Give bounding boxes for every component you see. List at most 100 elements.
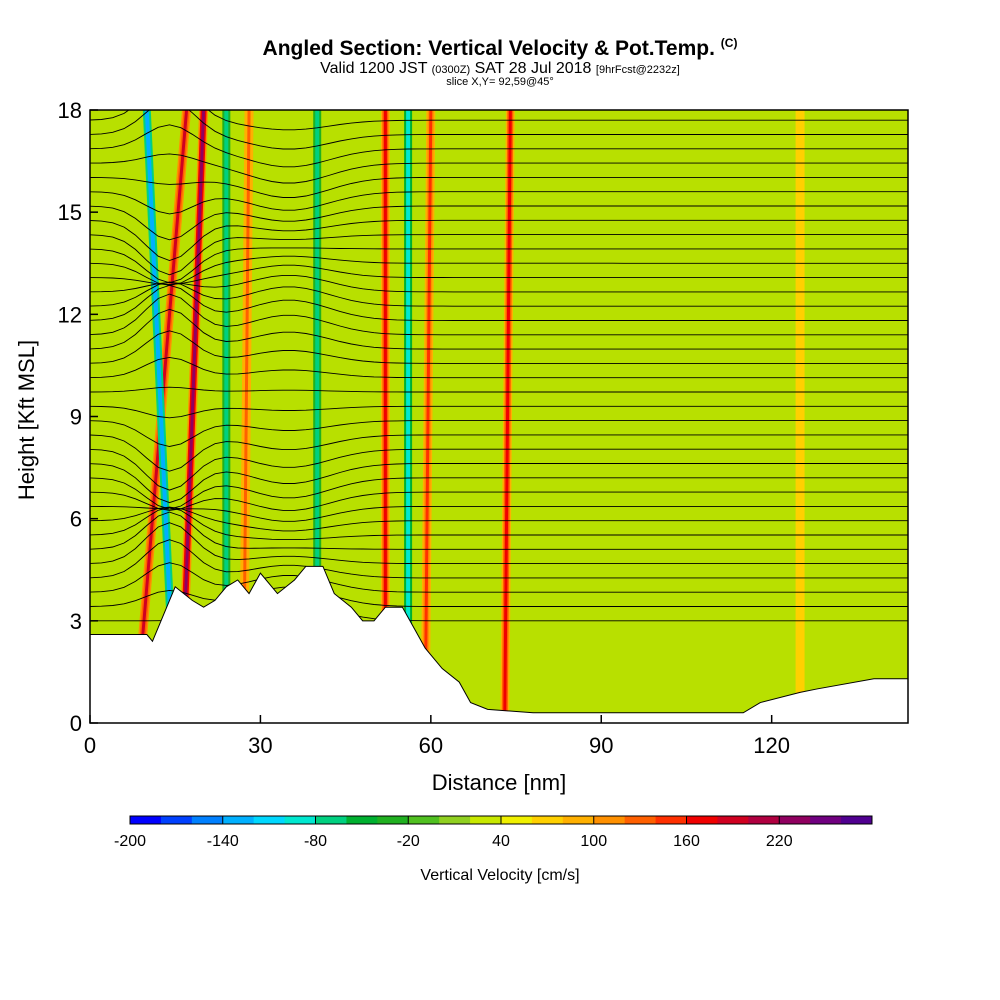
plot-area bbox=[90, 50, 908, 723]
isentrope-line bbox=[90, 247, 908, 284]
y-axis-title: Height [Kft MSL] bbox=[14, 340, 39, 500]
colorbar-swatch bbox=[717, 816, 749, 824]
velocity-band-up-2-2 bbox=[241, 110, 251, 723]
isentrope-line bbox=[90, 386, 908, 393]
colorbar-title: Vertical Velocity [cm/s] bbox=[420, 867, 579, 884]
isentrope-line bbox=[90, 539, 908, 579]
isentrope-line bbox=[90, 522, 908, 565]
colorbar-tick-label: 160 bbox=[673, 833, 700, 850]
y-tick-label: 3 bbox=[70, 609, 82, 634]
axes: 0 30 60 90 120 0 3 6 9 12 15 18 bbox=[58, 98, 791, 758]
isentrope-line bbox=[90, 507, 908, 541]
colorbar-tick-label: 40 bbox=[492, 833, 510, 850]
isentrope-line bbox=[90, 219, 908, 261]
x-tick-label: 60 bbox=[419, 733, 443, 758]
y-tick-label: 12 bbox=[58, 302, 82, 327]
isentrope-line bbox=[90, 255, 908, 286]
isentrope-line bbox=[90, 176, 908, 198]
colorbar-swatch bbox=[686, 816, 718, 824]
isentrope-line bbox=[90, 153, 908, 184]
colorbar-swatch bbox=[346, 816, 378, 824]
x-tick-label: 0 bbox=[84, 733, 96, 758]
colorbar-swatch bbox=[253, 816, 286, 824]
colorbar-swatch bbox=[779, 816, 811, 824]
colorbar-swatch bbox=[810, 816, 842, 824]
y-tick-label: 0 bbox=[70, 711, 82, 736]
isentrope-line bbox=[90, 191, 908, 215]
x-tick-label: 120 bbox=[753, 733, 790, 758]
slice-info: slice X,Y= 92,59@45° bbox=[446, 76, 554, 88]
colorbar-tick-label: 100 bbox=[580, 833, 607, 850]
isentrope-line bbox=[90, 562, 908, 593]
colorbar-swatch bbox=[408, 816, 440, 824]
colorbar-tick-label: -20 bbox=[397, 833, 420, 850]
colorbar-swatch bbox=[284, 816, 316, 824]
isentrope-line bbox=[90, 420, 908, 447]
isentrope-line bbox=[90, 124, 908, 168]
colorbar: -200 -140 -80 -20 40 100 160 220 bbox=[114, 815, 873, 850]
colorbar-swatch bbox=[130, 816, 162, 824]
velocity-band-up-6-2 bbox=[798, 110, 802, 723]
valid-date: SAT 28 Jul 2018 bbox=[474, 60, 592, 77]
isentrope-line bbox=[90, 281, 908, 307]
y-tick-label: 6 bbox=[70, 507, 82, 532]
colorbar-swatch bbox=[222, 816, 255, 824]
colorbar-swatch bbox=[160, 816, 193, 824]
isentrope-line bbox=[90, 356, 908, 379]
colorbar-swatch bbox=[439, 816, 471, 824]
x-tick-label: 30 bbox=[248, 733, 272, 758]
isentrope-line bbox=[90, 405, 908, 419]
isentrope-line bbox=[90, 511, 908, 550]
colorbar-swatch bbox=[593, 816, 626, 824]
colorbar-swatch bbox=[191, 816, 224, 824]
theta-contours bbox=[90, 50, 908, 622]
isentrope-line bbox=[90, 330, 908, 364]
colorbar-swatch bbox=[315, 816, 347, 824]
isentrope-line bbox=[90, 477, 908, 510]
isentrope-line bbox=[90, 110, 908, 150]
forecast-info: [9hrFcst@2232z] bbox=[595, 64, 680, 76]
colorbar-tick-label: 220 bbox=[766, 833, 793, 850]
velocity-band-down-8-1 bbox=[224, 110, 229, 723]
colorbar-tick-label: -140 bbox=[207, 833, 239, 850]
colorbar-swatch bbox=[562, 816, 595, 824]
x-tick-label: 90 bbox=[589, 733, 613, 758]
valid-utc: (0300Z) bbox=[431, 64, 471, 76]
colorbar-swatch bbox=[501, 816, 533, 824]
colorbar-swatch bbox=[624, 816, 657, 824]
isentrope-line bbox=[273, 110, 305, 111]
isentrope-line bbox=[90, 234, 908, 276]
colorbar-swatch bbox=[377, 816, 409, 824]
isentrope-line bbox=[90, 491, 908, 511]
valid-time: Valid 1200 JST bbox=[320, 60, 428, 77]
colorbar-swatch bbox=[655, 816, 687, 824]
isentrope-line bbox=[90, 293, 908, 336]
isentrope-line bbox=[90, 463, 908, 504]
isentrope-line bbox=[90, 59, 908, 91]
isentrope-line bbox=[90, 274, 908, 293]
isentrope-line bbox=[90, 110, 908, 131]
chart-title: Angled Section: Vertical Velocity & Pot.… bbox=[0, 36, 1000, 61]
colorbar-swatch bbox=[841, 816, 873, 824]
isentrope-line bbox=[90, 50, 908, 63]
isentrope-line bbox=[90, 505, 908, 522]
chart-title-text: Angled Section: Vertical Velocity & Pot.… bbox=[262, 37, 715, 60]
colorbar-swatch bbox=[748, 816, 780, 824]
chart-subtitle: Valid 1200 JST (0300Z) SAT 28 Jul 2018 [… bbox=[0, 60, 1000, 78]
terrain-mask bbox=[90, 565, 908, 723]
x-axis-title: Distance [nm] bbox=[432, 770, 567, 795]
colorbar-swatch bbox=[470, 816, 502, 824]
colorbar-tick-label: -200 bbox=[114, 833, 146, 850]
isentrope-line bbox=[90, 308, 908, 350]
y-tick-label: 9 bbox=[70, 405, 82, 430]
isentrope-line bbox=[90, 205, 908, 241]
isentrope-line bbox=[90, 264, 908, 285]
isentrope-line bbox=[90, 434, 908, 472]
isentrope-line bbox=[90, 506, 908, 532]
isentrope-line bbox=[90, 57, 908, 77]
y-tick-label: 15 bbox=[58, 200, 82, 225]
velocity-band-up-1-2 bbox=[179, 110, 206, 723]
colorbar-tick-label: -80 bbox=[304, 833, 327, 850]
colorbar-swatch bbox=[531, 816, 564, 824]
